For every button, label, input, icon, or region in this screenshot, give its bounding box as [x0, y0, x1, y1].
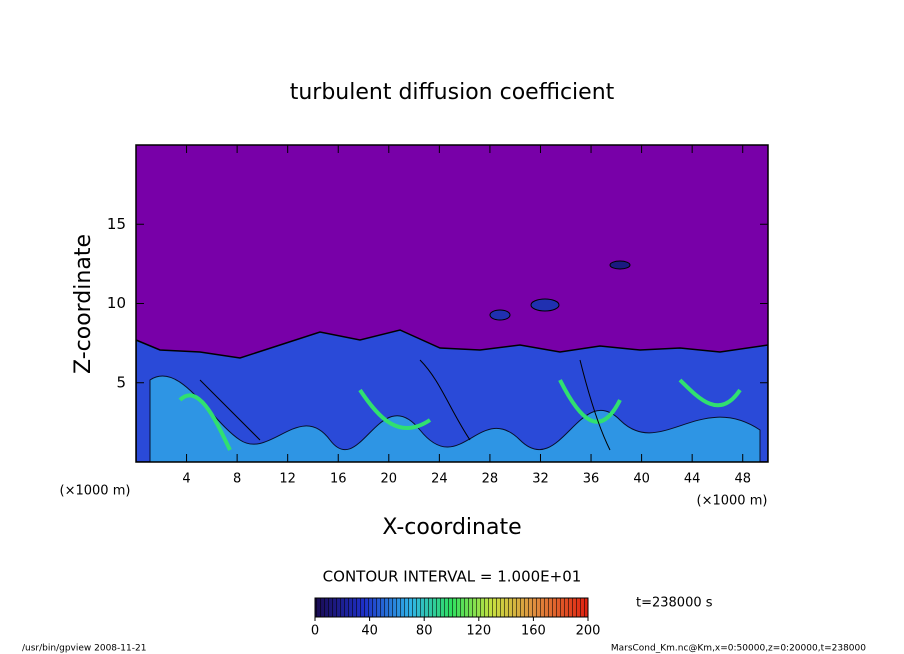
time-label: t=238000 s [636, 596, 713, 611]
footer-right: MarsCond_Km.nc@Km,x=0:50000,z=0:20000,t=… [611, 644, 866, 654]
chart-title: turbulent diffusion coefficient [290, 80, 615, 105]
colorbar-tick-label: 160 [521, 624, 546, 639]
x-tick-label: 40 [633, 472, 650, 487]
x-tick-label: 32 [532, 472, 549, 487]
x-tick-label: 48 [734, 472, 751, 487]
x-tick-label: 28 [482, 472, 499, 487]
y-tick-label: 15 [107, 215, 126, 233]
x-unit-left: (×1000 m) [60, 484, 131, 499]
contour-field [136, 145, 768, 462]
x-tick-label: 44 [684, 472, 701, 487]
x-tick-label: 36 [583, 472, 600, 487]
contour-interval: CONTOUR INTERVAL = 1.000E+01 [323, 568, 582, 586]
colorbar-tick-label: 80 [416, 624, 433, 639]
x-unit-right: (×1000 m) [697, 494, 768, 509]
y-tick-label: 10 [107, 294, 126, 312]
colorbar-frame [314, 597, 589, 618]
x-tick-label: 24 [431, 472, 448, 487]
colorbar-tick-label: 200 [576, 624, 601, 639]
colorbar-tick-label: 0 [311, 624, 319, 639]
x-tick-label: 12 [279, 472, 296, 487]
colorbar-tick-label: 40 [361, 624, 378, 639]
y-tick-label: 5 [116, 373, 126, 391]
colorbar-tick-label: 120 [466, 624, 491, 639]
y-axis-label: Z-coordinate [71, 234, 96, 374]
x-tick-label: 16 [330, 472, 347, 487]
x-axis-label: X-coordinate [382, 515, 521, 540]
footer-left: /usr/bin/gpview 2008-11-21 [22, 644, 146, 654]
x-tick-label: 20 [381, 472, 398, 487]
x-tick-label: 4 [182, 472, 190, 487]
x-tick-label: 8 [233, 472, 241, 487]
